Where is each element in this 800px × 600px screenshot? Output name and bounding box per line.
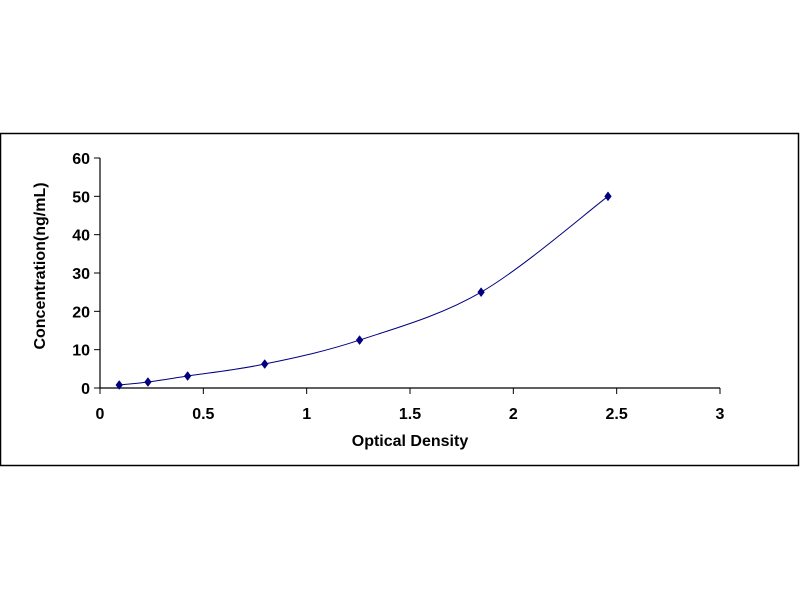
chart-border — [0, 132, 800, 467]
fit-curve-layer — [119, 195, 609, 386]
y-tick-label: 20 — [72, 304, 90, 321]
x-tick-label: 2 — [509, 406, 518, 423]
y-tick-label: 40 — [72, 228, 90, 245]
fit-curve — [119, 195, 609, 386]
markers-layer — [115, 191, 612, 390]
x-axis-title: Optical Density — [352, 433, 469, 450]
y-tick-label: 10 — [72, 343, 90, 360]
data-point-marker — [477, 287, 485, 298]
x-tick-label: 2.5 — [606, 406, 628, 423]
x-tick-label: 0 — [96, 406, 105, 423]
x-tick-label: 0.5 — [192, 406, 214, 423]
data-point-marker — [355, 335, 364, 346]
y-tick-label: 30 — [72, 266, 90, 283]
data-point-marker — [183, 371, 192, 381]
data-point-marker — [115, 380, 123, 390]
data-point-marker — [144, 377, 152, 387]
data-point-marker — [604, 191, 612, 202]
x-tick-label: 1 — [302, 406, 311, 423]
y-tick-label: 60 — [72, 151, 90, 168]
y-tick-label: 0 — [81, 381, 90, 398]
y-axis-title: Concentration(ng/mL) — [32, 182, 49, 349]
x-tick-label: 3 — [716, 406, 725, 423]
x-tick-label: 1.5 — [399, 406, 421, 423]
data-point-marker — [261, 359, 269, 369]
y-tick-label: 50 — [72, 189, 90, 206]
